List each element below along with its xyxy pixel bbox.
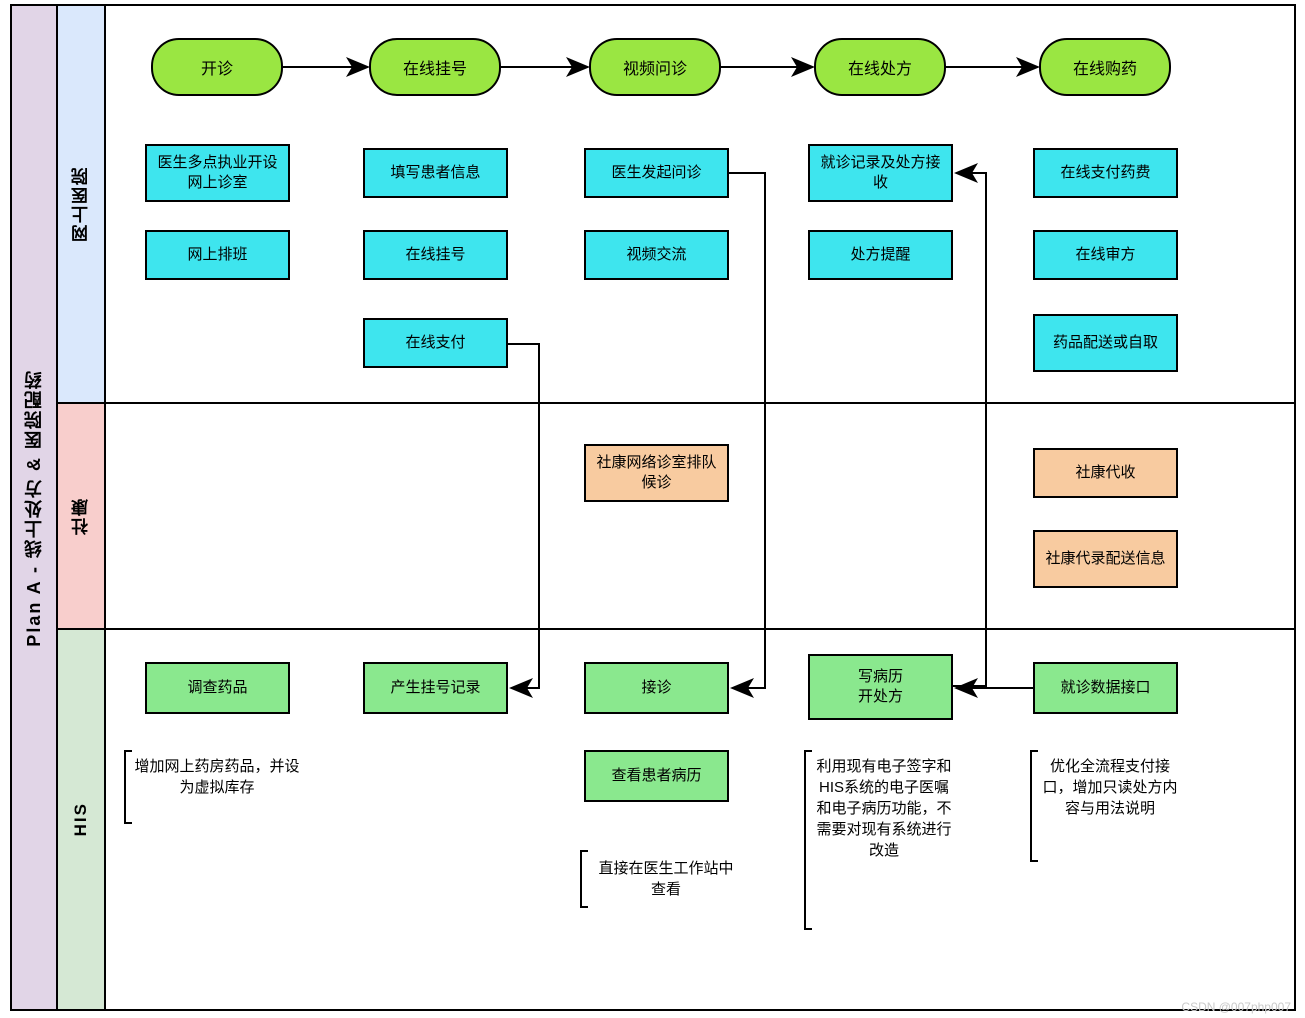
lane3-label-text: HIS xyxy=(71,802,91,836)
box-receive-patient: 接诊 xyxy=(584,662,729,714)
pill-video: 视频问诊 xyxy=(589,38,721,96)
lane2-body xyxy=(106,404,1296,630)
box-prescription-remind: 处方提醒 xyxy=(808,230,953,280)
pill-open: 开诊 xyxy=(151,38,283,96)
box-online-pay: 在线支付 xyxy=(363,318,508,368)
box-investigate-drugs: 调查药品 xyxy=(145,662,290,714)
watermark: CSDN @007php007 xyxy=(1181,1000,1291,1014)
box-delivery: 药品配送或自取 xyxy=(1033,314,1178,372)
note-4: 优化全流程支付接口，增加只读处方内容与用法说明 xyxy=(1040,756,1180,819)
lane2-label: 社康 xyxy=(58,404,106,630)
note-1: 增加网上药房药品，并设为虚拟库存 xyxy=(131,756,303,798)
box-view-history: 查看患者病历 xyxy=(584,750,729,802)
pill-purchase: 在线购药 xyxy=(1039,38,1171,96)
box-multi-practice: 医生多点执业开设网上诊室 xyxy=(145,144,290,202)
box-record-receive: 就诊记录及处方接收 xyxy=(808,144,953,202)
lane3-label: HIS xyxy=(58,630,106,1011)
pill-register: 在线挂号 xyxy=(369,38,501,96)
bracket-3 xyxy=(804,750,812,930)
lane2-label-text: 社康 xyxy=(69,497,94,535)
note-3: 利用现有电子签字和HIS系统的电子医嘱和电子病历功能，不需要对现有系统进行改造 xyxy=(814,756,954,861)
swimlane-canvas: Plan A - 线上处方 & 医院配药 网上医院 社康 HIS 开诊 在线挂号… xyxy=(0,0,1305,1018)
box-doctor-initiate: 医生发起问诊 xyxy=(584,148,729,198)
pill-prescription: 在线处方 xyxy=(814,38,946,96)
box-shekang-queue: 社康网络诊室排队候诊 xyxy=(584,444,729,502)
title-bar: Plan A - 线上处方 & 医院配药 xyxy=(10,4,58,1011)
title-text: Plan A - 线上处方 & 医院配药 xyxy=(21,369,47,647)
bracket-2 xyxy=(580,850,588,908)
box-online-register: 在线挂号 xyxy=(363,230,508,280)
box-write-prescription: 写病历 开处方 xyxy=(808,654,953,720)
note-2: 直接在医生工作站中查看 xyxy=(596,858,736,900)
box-shekang-delivery-log: 社康代录配送信息 xyxy=(1033,530,1178,588)
box-shekang-collect: 社康代收 xyxy=(1033,448,1178,498)
box-online-review: 在线审方 xyxy=(1033,230,1178,280)
bracket-4 xyxy=(1030,750,1038,862)
lane1-label-text: 网上医院 xyxy=(69,166,94,242)
lane1-label: 网上医院 xyxy=(58,4,106,404)
box-register-record: 产生挂号记录 xyxy=(363,662,508,714)
box-data-interface: 就诊数据接口 xyxy=(1033,662,1178,714)
box-pay-medicine: 在线支付药费 xyxy=(1033,148,1178,198)
box-fill-patient: 填写患者信息 xyxy=(363,148,508,198)
box-video-comm: 视频交流 xyxy=(584,230,729,280)
box-online-schedule: 网上排班 xyxy=(145,230,290,280)
